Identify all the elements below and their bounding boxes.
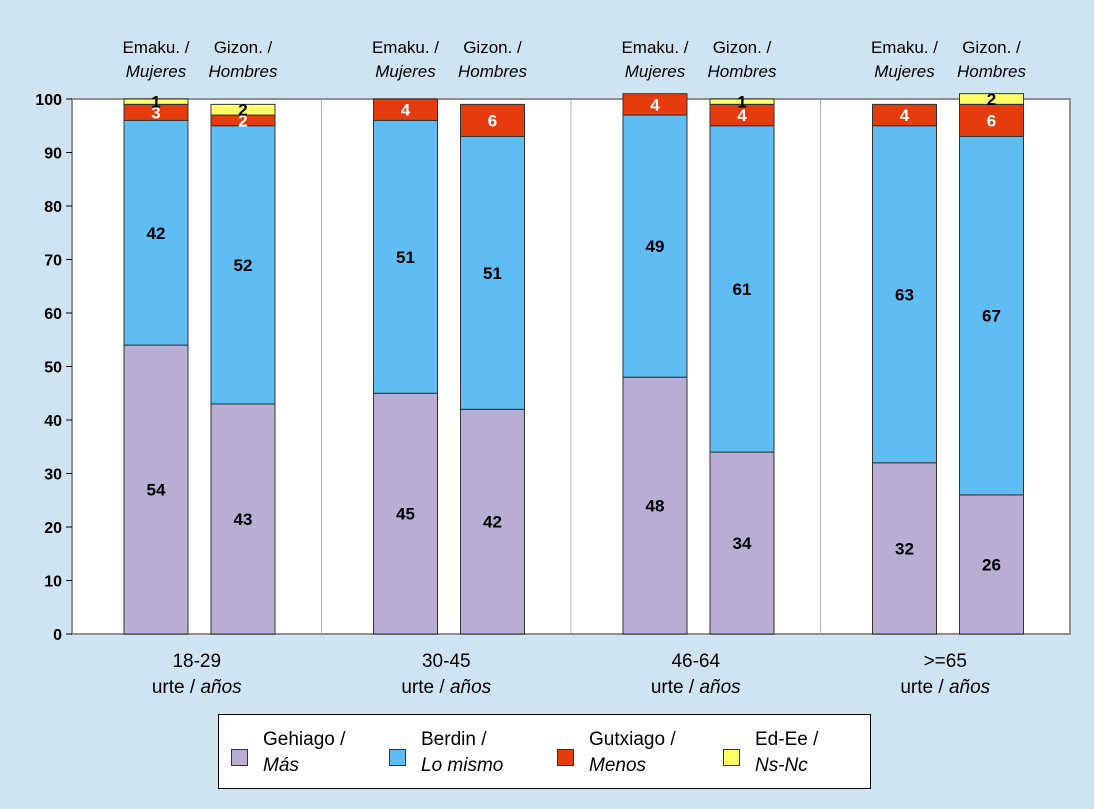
y-tick-label: 20 [44, 520, 62, 537]
data-label: 45 [396, 505, 415, 524]
bar-header-sublabel: Hombres [458, 62, 527, 81]
legend-swatch [389, 749, 406, 766]
x-group-label: 30-45 [422, 651, 471, 672]
y-tick-label: 10 [44, 574, 62, 591]
bar-segment [373, 119, 438, 394]
bar-header-sublabel: Hombres [957, 62, 1026, 81]
legend: Gehiago / Más Berdin / Lo mismo Gutxiago / Me… [218, 714, 871, 789]
data-label: 4 [401, 101, 411, 120]
y-tick-label: 90 [44, 146, 62, 163]
bar-header-label: Emaku. / [372, 38, 439, 57]
data-label: 6 [488, 111, 497, 130]
data-label: 32 [895, 539, 914, 558]
data-label: 67 [982, 307, 1001, 326]
bar-header-sublabel: Mujeres [874, 62, 935, 81]
bar-segment [210, 103, 276, 116]
bar-segment [460, 135, 525, 410]
bar-header-label: Gizon. / [962, 38, 1021, 57]
bar-segment [709, 125, 775, 453]
bar-segment [373, 392, 438, 635]
bar-segment [210, 125, 276, 405]
data-label: 1 [737, 93, 746, 112]
legend-label: Ed-Ee / Ns-Nc [755, 729, 819, 776]
legend-label: Gutxiago / Menos [589, 729, 676, 776]
bar-segment [622, 376, 688, 635]
data-label: 42 [147, 224, 166, 243]
bar-header-label: Gizon. / [463, 38, 522, 57]
data-label: 61 [733, 280, 752, 299]
y-tick-label: 30 [44, 467, 62, 484]
bar-segment [622, 93, 688, 116]
bar-segment [460, 103, 525, 137]
data-label: 63 [895, 285, 914, 304]
x-group-unit-label: urte / años [900, 677, 990, 698]
x-group-label: 18-29 [172, 651, 221, 672]
bar-header-sublabel: Mujeres [126, 62, 187, 81]
y-tick-label: 40 [44, 413, 62, 430]
data-label: 4 [737, 106, 747, 125]
y-tick-label: 50 [44, 360, 62, 377]
bar-segment [123, 344, 189, 635]
bar-segment [959, 494, 1024, 635]
bar-header-sublabel: Hombres [209, 62, 278, 81]
data-label: 4 [650, 95, 660, 114]
bar-segment [872, 103, 937, 127]
x-group-unit-label: urte / años [401, 677, 491, 698]
bar-segment [709, 98, 775, 105]
y-tick-label: 70 [44, 253, 62, 270]
data-label: 1 [151, 93, 160, 112]
y-tick-label: 100 [35, 92, 62, 109]
data-label: 6 [987, 111, 996, 130]
bar-segment [210, 403, 276, 635]
y-tick-label: 60 [44, 306, 62, 323]
x-group-unit-label: urte / años [152, 677, 242, 698]
data-label: 26 [982, 555, 1001, 574]
bar-header-label: Emaku. / [871, 38, 938, 57]
data-label: 2 [238, 111, 247, 130]
data-label: 51 [483, 264, 502, 283]
bar-header-sublabel: Hombres [708, 62, 777, 81]
bar-segment [959, 135, 1024, 496]
data-label: 52 [234, 256, 253, 275]
data-label: 3 [151, 103, 160, 122]
bar-header-label: Gizon. / [713, 38, 772, 57]
y-tick-label: 0 [53, 627, 62, 644]
x-group-unit-label: urte / años [651, 677, 741, 698]
legend-swatch [723, 749, 740, 766]
bar-header-sublabel: Mujeres [625, 62, 686, 81]
y-tick-label: 80 [44, 199, 62, 216]
legend-label: Berdin / Lo mismo [421, 729, 504, 776]
data-label: 48 [646, 497, 665, 516]
bar-segment [460, 408, 525, 635]
bar-segment [622, 114, 688, 378]
bar-segment [709, 451, 775, 635]
bar-segment [373, 98, 438, 121]
bar-segment [123, 119, 189, 346]
bar-segment [959, 103, 1024, 137]
data-label: 2 [238, 101, 247, 120]
x-group-label: >=65 [924, 651, 967, 672]
data-label: 54 [147, 481, 166, 500]
data-label: 34 [733, 534, 752, 553]
bar-segment [959, 93, 1024, 105]
x-group-label: 46-64 [671, 651, 720, 672]
bar-header-sublabel: Mujeres [375, 62, 436, 81]
data-label: 49 [646, 237, 665, 256]
data-label: 4 [900, 106, 910, 125]
legend-label: Gehiago / Más [263, 729, 346, 776]
bar-header-label: Emaku. / [122, 38, 189, 57]
data-label: 43 [234, 510, 253, 529]
data-label: 2 [987, 90, 996, 109]
legend-swatch [557, 749, 574, 766]
bar-header-label: Gizon. / [214, 38, 273, 57]
data-label: 42 [483, 513, 502, 532]
legend-swatch [231, 749, 248, 766]
bar-segment [123, 98, 189, 105]
bar-header-label: Emaku. / [621, 38, 688, 57]
bar-segment [872, 462, 937, 635]
bar-segment [872, 125, 937, 464]
data-label: 51 [396, 248, 415, 267]
